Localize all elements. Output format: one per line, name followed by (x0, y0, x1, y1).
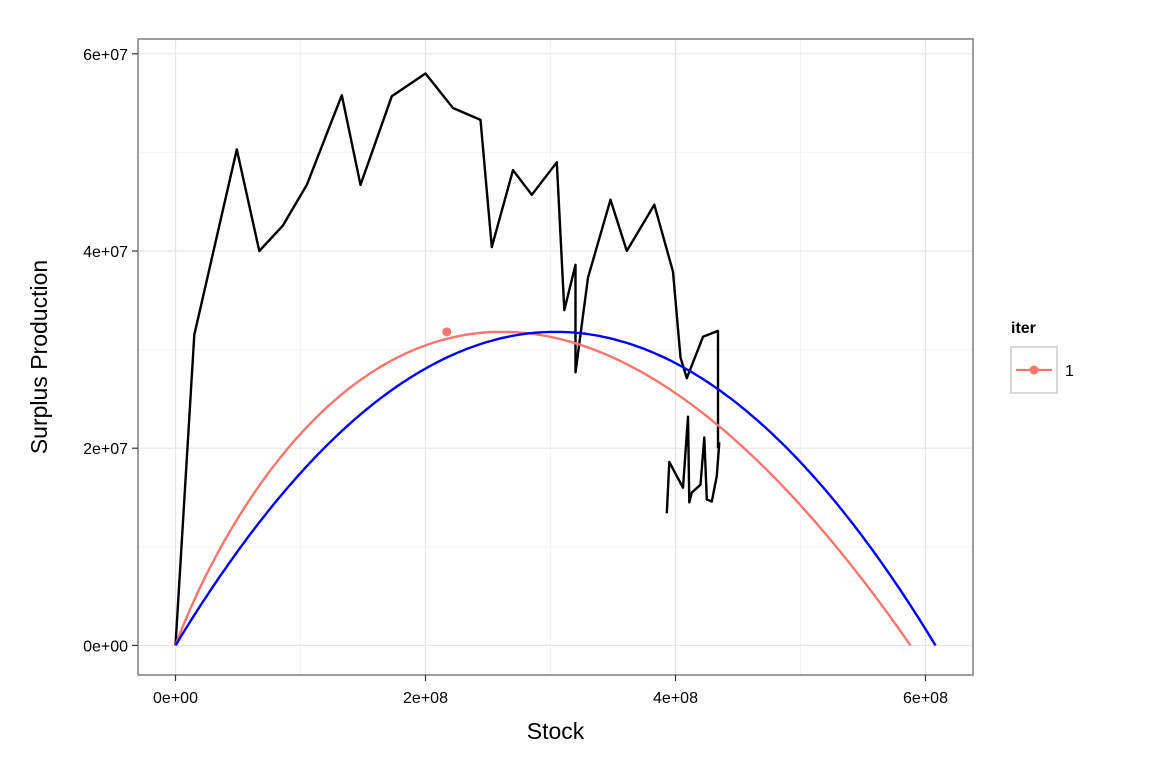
legend-item-label: 1 (1065, 363, 1074, 380)
x-tick-label: 6e+08 (903, 690, 948, 707)
y-axis-title: Surplus Production (26, 260, 52, 454)
y-tick-label: 0e+00 (83, 638, 128, 655)
grid-layer (138, 39, 973, 675)
y-tick-label: 6e+07 (83, 47, 128, 64)
legend: iter 1 (1010, 320, 1074, 394)
plot-panel-border (137, 38, 974, 676)
x-tick-label: 0e+00 (153, 690, 198, 707)
observed-surplus-path (665, 415, 721, 514)
observed-surplus-path (174, 72, 720, 646)
axis-layer: 0e+00 2e+08 4e+08 6e+08 0e+00 2e+07 4e+07 6e+07 (83, 47, 948, 707)
x-tick-label: 4e+08 (653, 690, 698, 707)
msy-point (442, 327, 452, 337)
y-tick-label: 4e+07 (83, 244, 128, 261)
y-tick-label: 2e+07 (83, 441, 128, 458)
legend-title: iter (1011, 320, 1036, 337)
fitted-curve-blue (174, 330, 937, 647)
legend-key-point (1029, 365, 1039, 375)
data-layer (174, 72, 937, 647)
x-axis-title: Stock (527, 718, 585, 744)
fitted-curve-iter-1 (174, 330, 912, 647)
x-tick-label: 2e+08 (403, 690, 448, 707)
